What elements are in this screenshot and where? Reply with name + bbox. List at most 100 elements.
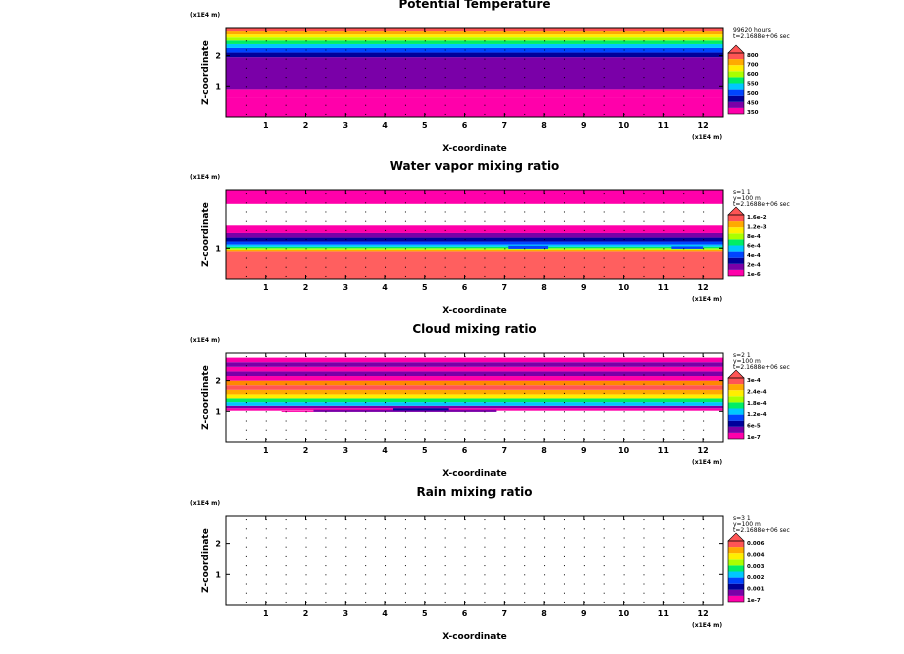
grid-dot (504, 95, 506, 97)
grid-dot (703, 583, 705, 585)
grid-dot (703, 537, 705, 539)
grid-dot (583, 239, 585, 241)
grid-dot (524, 383, 526, 385)
grid-dot (365, 420, 367, 422)
contour-band-7 (226, 40, 723, 44)
grid-dot (703, 202, 705, 204)
grid-dot (663, 392, 665, 394)
grid-dot (345, 383, 347, 385)
grid-dot (504, 565, 506, 567)
info-line: t=2.1688e+06 sec (733, 364, 790, 371)
grid-dot (563, 58, 565, 60)
grid-dot (484, 40, 486, 42)
grid-dot (643, 374, 645, 376)
grid-dot (563, 239, 565, 241)
grid-dot (563, 86, 565, 88)
grid-dot (345, 239, 347, 241)
grid-dot (285, 257, 287, 259)
grid-dot (345, 49, 347, 51)
grid-dot (504, 211, 506, 213)
grid-dot (623, 583, 625, 585)
grid-dot (365, 229, 367, 231)
grid-dot (703, 40, 705, 42)
grid-dot (444, 113, 446, 115)
grid-dot (563, 266, 565, 268)
grid-dot (484, 67, 486, 69)
grid-dot (265, 374, 267, 376)
contour-band-1 (226, 97, 723, 117)
grid-dot (603, 58, 605, 60)
grid-dot (385, 420, 387, 422)
grid-dot (683, 574, 685, 576)
grid-dot (524, 583, 526, 585)
contour-band-6 (226, 389, 723, 395)
grid-dot (623, 77, 625, 79)
grid-dot (345, 429, 347, 431)
grid-dot (404, 86, 406, 88)
grid-dot (663, 537, 665, 539)
grid-dot (365, 77, 367, 79)
grid-dot (285, 519, 287, 521)
grid-dot (524, 220, 526, 222)
grid-dot (345, 77, 347, 79)
grid-dot (683, 374, 685, 376)
x-tick-label: 9 (581, 121, 587, 130)
grid-dot (683, 383, 685, 385)
grid-dot (683, 113, 685, 115)
grid-dot (683, 546, 685, 548)
grid-dot (623, 40, 625, 42)
grid-dot (544, 537, 546, 539)
grid-dot (285, 49, 287, 51)
grid-dot (444, 429, 446, 431)
grid-dot (484, 528, 486, 530)
grid-dot (623, 574, 625, 576)
grid-dot (703, 365, 705, 367)
grid-dot (424, 429, 426, 431)
grid-dot (663, 365, 665, 367)
colorbar-swatch (728, 541, 744, 548)
grid-dot (563, 383, 565, 385)
grid-dot (385, 77, 387, 79)
grid-dot (544, 95, 546, 97)
x-tick-label: 6 (462, 446, 468, 455)
grid-dot (603, 429, 605, 431)
grid-dot (464, 266, 466, 268)
grid-dot (703, 411, 705, 413)
grid-dot (444, 275, 446, 277)
grid-dot (583, 565, 585, 567)
grid-dot (345, 248, 347, 250)
x-tick-label: 3 (342, 121, 348, 130)
grid-dot (325, 356, 327, 358)
grid-dot (683, 420, 685, 422)
grid-dot (563, 275, 565, 277)
grid-dot (643, 546, 645, 548)
y-axis-label: Z-coordinate (201, 528, 211, 593)
grid-dot (603, 193, 605, 195)
grid-dot (663, 411, 665, 413)
grid-dot (504, 202, 506, 204)
grid-dot (504, 86, 506, 88)
grid-dot (484, 356, 486, 358)
grid-dot (245, 275, 247, 277)
grid-dot (464, 528, 466, 530)
grid-dot (365, 583, 367, 585)
grid-dot (623, 592, 625, 594)
grid-dot (663, 429, 665, 431)
x-tick-label: 6 (462, 283, 468, 292)
x-units-label: (x1E4 m) (692, 459, 722, 466)
grid-dot (603, 239, 605, 241)
y-units-label: (x1E4 m) (190, 174, 220, 181)
grid-dot (305, 383, 307, 385)
grid-dot (305, 211, 307, 213)
grid-dot (504, 411, 506, 413)
grid-dot (643, 555, 645, 557)
grid-dot (524, 104, 526, 106)
grid-dot (563, 113, 565, 115)
grid-dot (623, 95, 625, 97)
grid-dot (245, 211, 247, 213)
grid-dot (603, 420, 605, 422)
grid-dot (424, 537, 426, 539)
colorbar-swatch (728, 245, 744, 252)
colorbar-arrow (727, 206, 745, 216)
grid-dot (285, 583, 287, 585)
